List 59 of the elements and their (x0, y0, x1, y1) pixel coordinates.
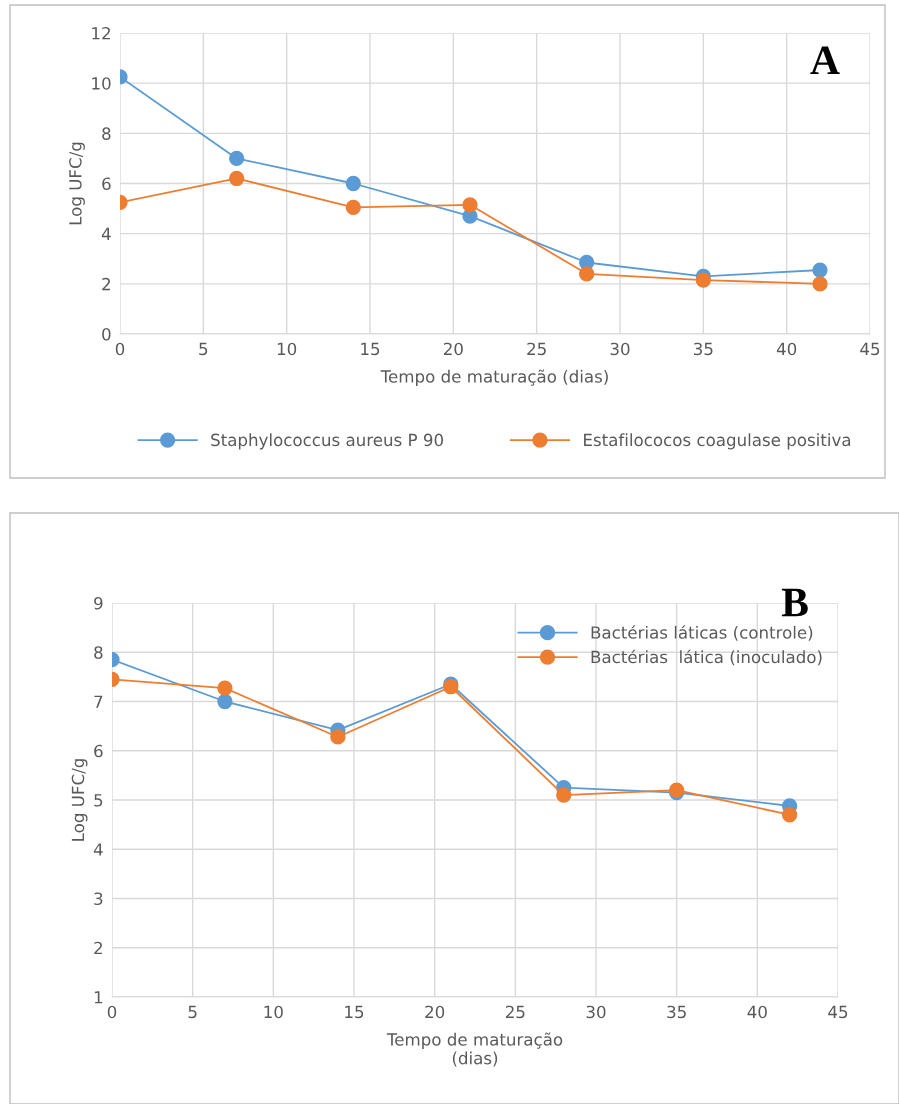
y-tick-label: 6 (102, 177, 111, 191)
x-tick-label: 15 (361, 342, 380, 356)
x-axis-title: Tempo de maturação (dias) (380, 369, 608, 386)
x-tick-label: 5 (188, 1005, 197, 1019)
x-tick-label: 0 (115, 342, 125, 356)
point (229, 170, 245, 187)
x-tick-label: 45 (828, 1005, 848, 1019)
point (462, 197, 478, 213)
point (579, 266, 595, 282)
legend-label: Bactérias láticas (controle) (591, 625, 813, 641)
point (812, 262, 828, 278)
x-tick-label: 40 (747, 1005, 767, 1019)
y-tick-label: 9 (94, 596, 103, 610)
y-tick-label: 1 (94, 991, 103, 1004)
x-axis-title: Tempo de maturação (dias) (386, 1032, 563, 1067)
point (217, 693, 233, 710)
legend-label: Bactérias lática (inoculado) (591, 649, 822, 666)
annotation: B (781, 588, 808, 617)
y-tick-label: 8 (94, 646, 103, 659)
y-tick-label: 2 (94, 941, 102, 955)
x-tick-label: 10 (277, 342, 297, 356)
point (812, 276, 828, 292)
point (217, 680, 233, 696)
point (345, 199, 361, 215)
x-tick-label: 25 (527, 342, 546, 356)
y-tick-label: 10 (92, 77, 111, 90)
x-tick-label: 10 (264, 1005, 283, 1019)
point (695, 272, 711, 288)
x-tick-label: 5 (199, 342, 208, 356)
y-tick-label: 4 (93, 843, 103, 856)
x-tick-label: 30 (586, 1005, 606, 1019)
y-tick-label: 6 (94, 744, 103, 758)
x-tick-label: 40 (776, 342, 797, 356)
legend-label: Staphylococcus aureus P 90 (211, 433, 443, 450)
y-tick-label: 4 (101, 227, 111, 240)
point (229, 150, 245, 167)
y-axis-title: Log UFC/g (71, 759, 88, 841)
legend-label: Estafilococos coagulase positiva (584, 433, 851, 450)
x-tick-label: 35 (667, 1005, 686, 1019)
y-tick-label: 3 (94, 892, 103, 906)
point (556, 787, 572, 803)
x-tick-label: 30 (610, 342, 630, 356)
y-tick-label: 5 (94, 794, 103, 807)
y-tick-label: 7 (94, 695, 103, 708)
point (345, 175, 361, 192)
y-tick-label: 0 (102, 327, 111, 341)
point (330, 729, 346, 745)
x-tick-label: 35 (694, 342, 713, 356)
annotation: A (810, 46, 840, 74)
x-tick-label: 20 (443, 342, 463, 356)
x-tick-label: 25 (505, 1005, 525, 1019)
x-tick-label: 15 (345, 1005, 364, 1019)
point (781, 807, 798, 823)
y-axis-title: Log UFC/g (69, 142, 85, 225)
y-tick-label: 8 (102, 127, 111, 140)
y-tick-label: 2 (102, 277, 110, 291)
y-tick-label: 12 (92, 26, 110, 40)
x-tick-label: 20 (425, 1005, 445, 1019)
x-tick-label: 45 (860, 342, 880, 356)
